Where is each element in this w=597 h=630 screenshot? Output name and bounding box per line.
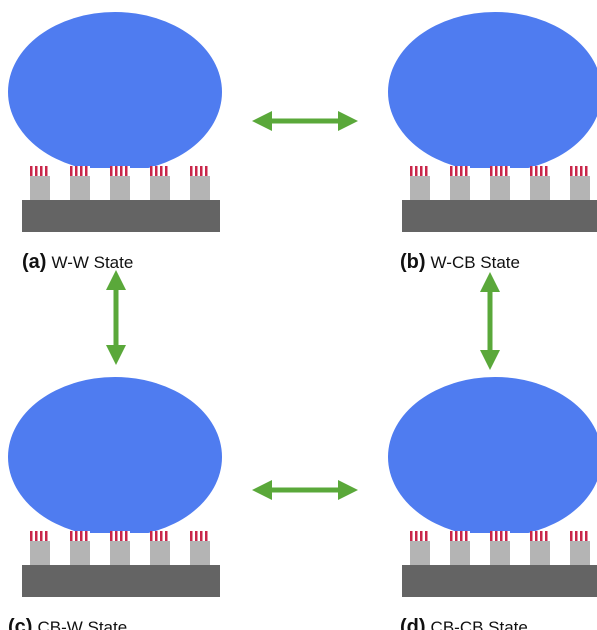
pillar xyxy=(70,176,90,200)
droplet xyxy=(8,377,222,537)
pillar xyxy=(110,176,130,200)
pillar-top xyxy=(70,531,90,541)
substrate xyxy=(22,565,220,597)
droplet xyxy=(388,12,597,172)
pillar-top xyxy=(30,166,50,176)
panel xyxy=(8,377,222,597)
pillar xyxy=(490,541,510,565)
pillar-top xyxy=(450,531,470,541)
pillar xyxy=(190,176,210,200)
pillar xyxy=(410,176,430,200)
panel xyxy=(388,12,597,232)
pillar-top xyxy=(70,166,90,176)
pillar xyxy=(30,541,50,565)
droplet xyxy=(8,12,222,172)
panel-label: (a) xyxy=(22,251,46,273)
panel-label: (c) xyxy=(8,616,32,630)
panel-caption: W-CB State xyxy=(431,253,520,272)
droplet xyxy=(388,377,597,537)
pillar-top xyxy=(150,166,170,176)
substrate xyxy=(22,200,220,232)
pillar-top xyxy=(110,166,130,176)
pillar-top xyxy=(190,531,210,541)
pillar xyxy=(530,176,550,200)
panel xyxy=(8,12,222,232)
pillar xyxy=(110,541,130,565)
pillar-top xyxy=(410,166,430,176)
panel-caption: CB-CB State xyxy=(431,618,528,630)
caption: (a) W-W State xyxy=(22,251,133,273)
pillar xyxy=(70,541,90,565)
pillar xyxy=(410,541,430,565)
pillar-top xyxy=(530,531,550,541)
pillar-top xyxy=(490,531,510,541)
pillar-top xyxy=(190,166,210,176)
pillar-top xyxy=(570,531,590,541)
pillar xyxy=(530,541,550,565)
pillar-top xyxy=(570,166,590,176)
pillar-top xyxy=(530,166,550,176)
diagram: (a) W-W State (b) W-CB State (c) CB-W State (d… xyxy=(0,0,597,630)
panel xyxy=(388,377,597,597)
pillar xyxy=(150,541,170,565)
pillar xyxy=(150,176,170,200)
pillar xyxy=(450,541,470,565)
pillar-top xyxy=(490,166,510,176)
pillar xyxy=(30,176,50,200)
panel-caption: W-W State xyxy=(51,253,133,272)
pillar xyxy=(570,541,590,565)
pillar-top xyxy=(450,166,470,176)
panel-label: (b) xyxy=(400,251,426,273)
pillar xyxy=(570,176,590,200)
panel-label: (d) xyxy=(400,616,426,630)
pillar-top xyxy=(410,531,430,541)
caption: (d) CB-CB State xyxy=(400,616,528,630)
pillar xyxy=(450,176,470,200)
pillar-top xyxy=(150,531,170,541)
caption: (b) W-CB State xyxy=(400,251,520,273)
caption: (c) CB-W State xyxy=(8,616,127,630)
panel-caption: CB-W State xyxy=(37,618,127,630)
pillar-top xyxy=(110,531,130,541)
pillar-top xyxy=(30,531,50,541)
substrate xyxy=(402,565,597,597)
pillar xyxy=(190,541,210,565)
substrate xyxy=(402,200,597,232)
pillar xyxy=(490,176,510,200)
